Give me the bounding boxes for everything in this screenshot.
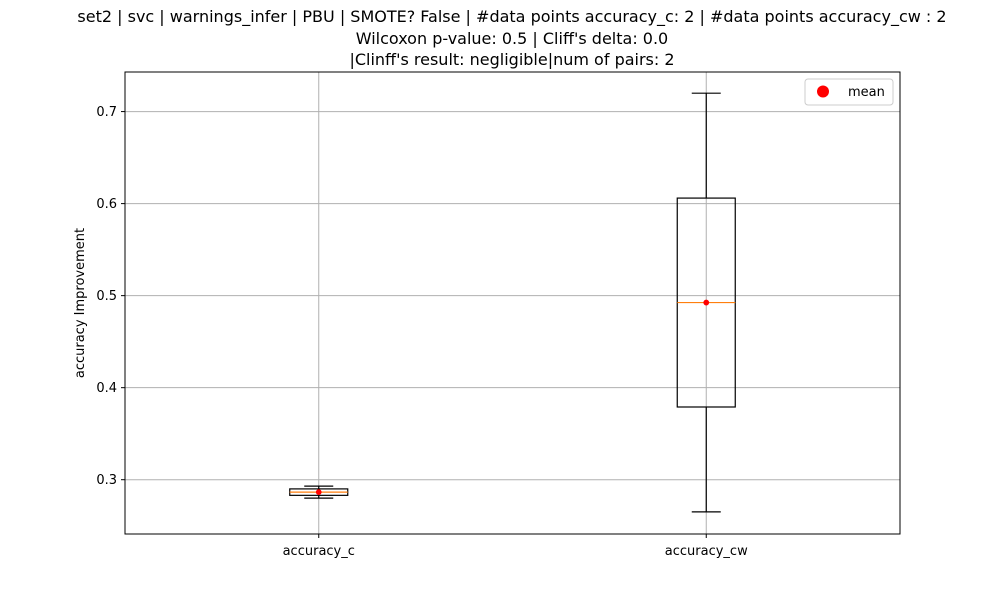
legend: mean bbox=[804, 78, 894, 106]
axis-layer: 0.3 0.4 0.5 0.6 0.7 accuracy_c accuracy_cw bbox=[96, 105, 748, 559]
x-tick-label: accuracy_cw bbox=[665, 544, 748, 559]
y-tick-label: 0.7 bbox=[96, 105, 117, 120]
box-layer bbox=[289, 92, 736, 513]
chart-title-line-3: |Clinff's result: negligible|num of pair… bbox=[349, 50, 674, 69]
plot-frame bbox=[124, 71, 901, 535]
y-tick-label: 0.3 bbox=[96, 473, 117, 488]
legend-mean-marker bbox=[817, 85, 829, 98]
y-tick-label: 0.5 bbox=[96, 289, 117, 304]
y-axis-label: accuracy Improvement bbox=[73, 228, 88, 378]
x-tick-label: accuracy_c bbox=[283, 544, 355, 559]
chart-title-line-2: Wilcoxon p-value: 0.5 | Cliff's delta: 0… bbox=[356, 29, 668, 48]
mean-marker bbox=[315, 489, 322, 496]
y-tick-label: 0.6 bbox=[96, 197, 117, 212]
legend-frame bbox=[804, 78, 894, 106]
y-tick-label: 0.4 bbox=[96, 381, 117, 396]
chart-title-line-1: set2 | svc | warnings_infer | PBU | SMOT… bbox=[77, 7, 946, 27]
legend-label-mean: mean bbox=[848, 85, 885, 100]
mean-marker bbox=[703, 299, 710, 306]
